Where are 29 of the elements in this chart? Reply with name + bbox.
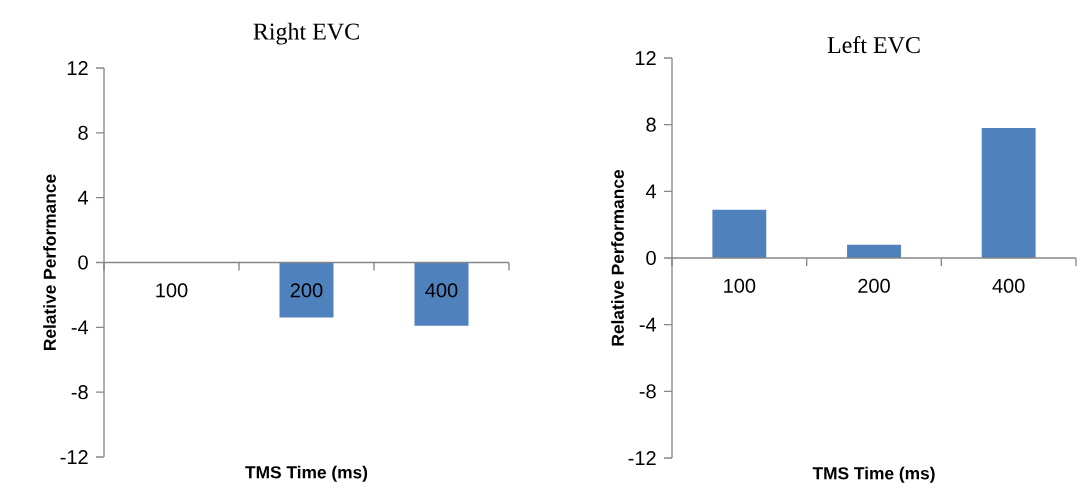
y-tick-label: 8 (646, 117, 656, 132)
x-tick-label: 200 (858, 278, 890, 293)
bar (981, 127, 1036, 258)
y-tick-label: -8 (639, 384, 656, 399)
x-axis-title: TMS Time (ms) (812, 466, 935, 483)
y-tick-label: 4 (77, 190, 89, 205)
x-tick-label: 400 (992, 278, 1025, 293)
x-tick-label: 100 (156, 283, 188, 298)
y-axis-title: Relative Performance (611, 169, 624, 346)
y-tick-label: 4 (645, 184, 657, 199)
y-tick-label: 8 (78, 125, 88, 140)
y-tick-label: -4 (639, 317, 657, 332)
y-tick-label: 12 (67, 61, 88, 75)
chart-title: Left EVC (827, 36, 920, 54)
y-tick-label: -12 (60, 450, 88, 464)
bar (712, 209, 767, 258)
y-tick-label: 12 (635, 51, 656, 65)
x-tick-label: 200 (290, 283, 323, 298)
x-tick-label: 100 (724, 278, 756, 293)
x-axis-title: TMS Time (ms) (245, 465, 368, 482)
y-tick-label: -8 (71, 385, 88, 400)
y-tick-label: 0 (646, 250, 656, 266)
x-tick-label: 400 (425, 283, 458, 298)
chart-title: Right EVC (253, 22, 359, 45)
y-tick-label: -12 (628, 451, 656, 465)
y-axis-title: Relative Performance (43, 174, 56, 350)
y-tick-label: 0 (78, 255, 88, 270)
y-tick-label: -4 (71, 320, 89, 335)
bar (847, 244, 901, 258)
